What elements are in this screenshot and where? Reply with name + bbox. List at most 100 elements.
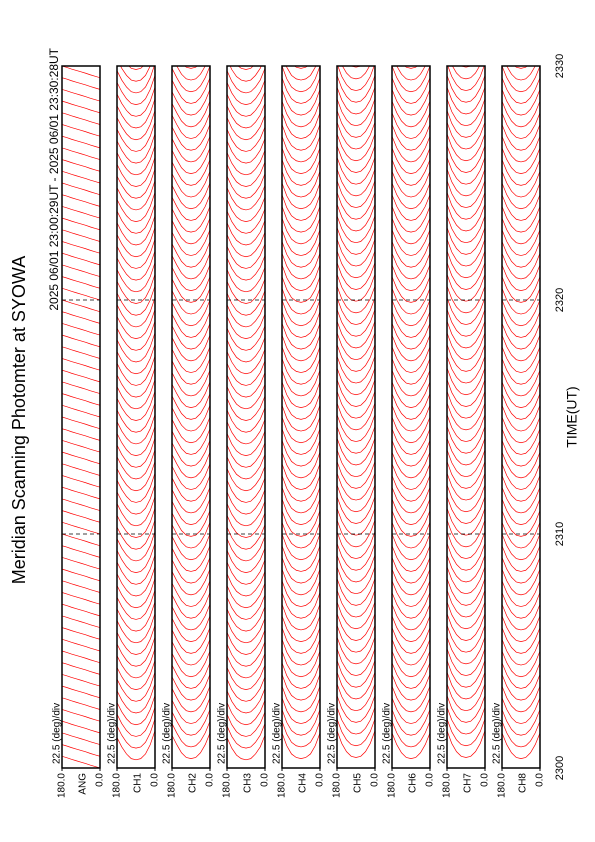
scan-line bbox=[337, 449, 375, 478]
scan-line bbox=[282, 627, 320, 654]
scan-line bbox=[502, 604, 540, 631]
scan-line bbox=[117, 437, 155, 468]
scan-line bbox=[62, 323, 100, 336]
scan-line bbox=[172, 66, 210, 69]
scan-line bbox=[282, 136, 320, 163]
scan-line bbox=[392, 66, 430, 69]
scan-line bbox=[447, 75, 485, 103]
scan-line bbox=[337, 671, 375, 700]
scan-line bbox=[227, 583, 265, 609]
scan-line bbox=[337, 730, 375, 758]
scan-line bbox=[392, 112, 430, 139]
scan-line bbox=[227, 419, 265, 445]
scan-line bbox=[392, 159, 430, 186]
scan-line bbox=[117, 508, 155, 538]
scan-line bbox=[337, 391, 375, 419]
scan-line bbox=[447, 707, 485, 735]
panel-frame bbox=[446, 65, 486, 769]
scan-line bbox=[117, 66, 155, 70]
scan-line bbox=[227, 196, 265, 222]
scan-line bbox=[62, 744, 100, 757]
scan-line bbox=[227, 220, 265, 246]
scan-line bbox=[172, 299, 210, 327]
scan-line bbox=[447, 671, 485, 700]
scan-line bbox=[282, 159, 320, 186]
scan-line bbox=[227, 91, 265, 117]
scan-line bbox=[447, 543, 485, 571]
scan-line bbox=[502, 77, 540, 104]
scan-line bbox=[117, 98, 155, 129]
scan-line bbox=[62, 615, 100, 628]
scan-line bbox=[282, 217, 320, 245]
scan-line bbox=[392, 440, 430, 467]
scan-line bbox=[62, 545, 100, 558]
scan-line bbox=[447, 590, 485, 618]
y-tick-label: 180.0 bbox=[332, 773, 343, 798]
scan-line bbox=[282, 182, 320, 210]
scan-line bbox=[392, 721, 430, 748]
scan-line bbox=[62, 346, 100, 359]
scan-line bbox=[227, 618, 265, 644]
panel bbox=[502, 66, 540, 760]
scan-line bbox=[62, 89, 100, 102]
scan-line bbox=[337, 625, 375, 653]
scan-line bbox=[447, 274, 485, 302]
scan-line bbox=[337, 473, 375, 501]
scan-line bbox=[392, 545, 430, 572]
scan-line bbox=[392, 533, 430, 561]
scan-line bbox=[392, 253, 430, 280]
y-tick-label: 180.0 bbox=[167, 773, 178, 798]
scan-line bbox=[392, 334, 430, 362]
scan-line bbox=[282, 66, 320, 93]
scan-line bbox=[337, 203, 375, 232]
scan-line bbox=[117, 671, 155, 702]
scan-line bbox=[282, 580, 320, 607]
scan-line bbox=[337, 601, 375, 630]
scan-line bbox=[282, 311, 320, 338]
scan-line bbox=[337, 660, 375, 688]
scan-line bbox=[117, 531, 155, 562]
scan-line bbox=[282, 346, 320, 373]
scan-line bbox=[392, 463, 430, 490]
scan-line bbox=[62, 557, 100, 570]
scan-line bbox=[62, 194, 100, 207]
scan-line bbox=[282, 709, 320, 736]
scan-line bbox=[227, 536, 265, 562]
scan-line bbox=[447, 496, 485, 524]
scan-line bbox=[227, 477, 265, 503]
panel bbox=[172, 66, 210, 760]
scan-line bbox=[227, 161, 265, 187]
scan-line bbox=[117, 110, 155, 141]
scan-line bbox=[337, 250, 375, 279]
scan-line bbox=[502, 253, 540, 280]
scan-line bbox=[337, 297, 375, 325]
scan-line bbox=[117, 519, 155, 550]
scan-line bbox=[227, 313, 265, 339]
scan-line bbox=[117, 75, 155, 105]
scan-line bbox=[172, 136, 210, 163]
scan-line bbox=[502, 545, 540, 572]
scan-line bbox=[117, 320, 155, 351]
scan-line bbox=[62, 592, 100, 605]
scan-line bbox=[392, 206, 430, 233]
scan-line bbox=[172, 697, 210, 724]
scan-line bbox=[62, 440, 100, 453]
scan-line bbox=[227, 103, 265, 129]
scan-line bbox=[227, 559, 265, 585]
scan-line bbox=[282, 533, 320, 561]
scan-line bbox=[447, 566, 485, 595]
scan-line bbox=[502, 358, 540, 385]
scan-line bbox=[337, 344, 375, 372]
scan-line bbox=[392, 264, 430, 292]
scan-line bbox=[502, 416, 540, 444]
scan-line bbox=[282, 124, 320, 151]
scan-line bbox=[502, 592, 540, 619]
panel-name: CH2 bbox=[188, 773, 199, 793]
scan-line bbox=[117, 192, 155, 222]
scan-line bbox=[337, 414, 375, 442]
scan-line bbox=[447, 484, 485, 513]
scan-line bbox=[447, 250, 485, 279]
scan-line bbox=[392, 580, 430, 607]
scan-line bbox=[502, 451, 540, 479]
scan-line bbox=[502, 475, 540, 502]
